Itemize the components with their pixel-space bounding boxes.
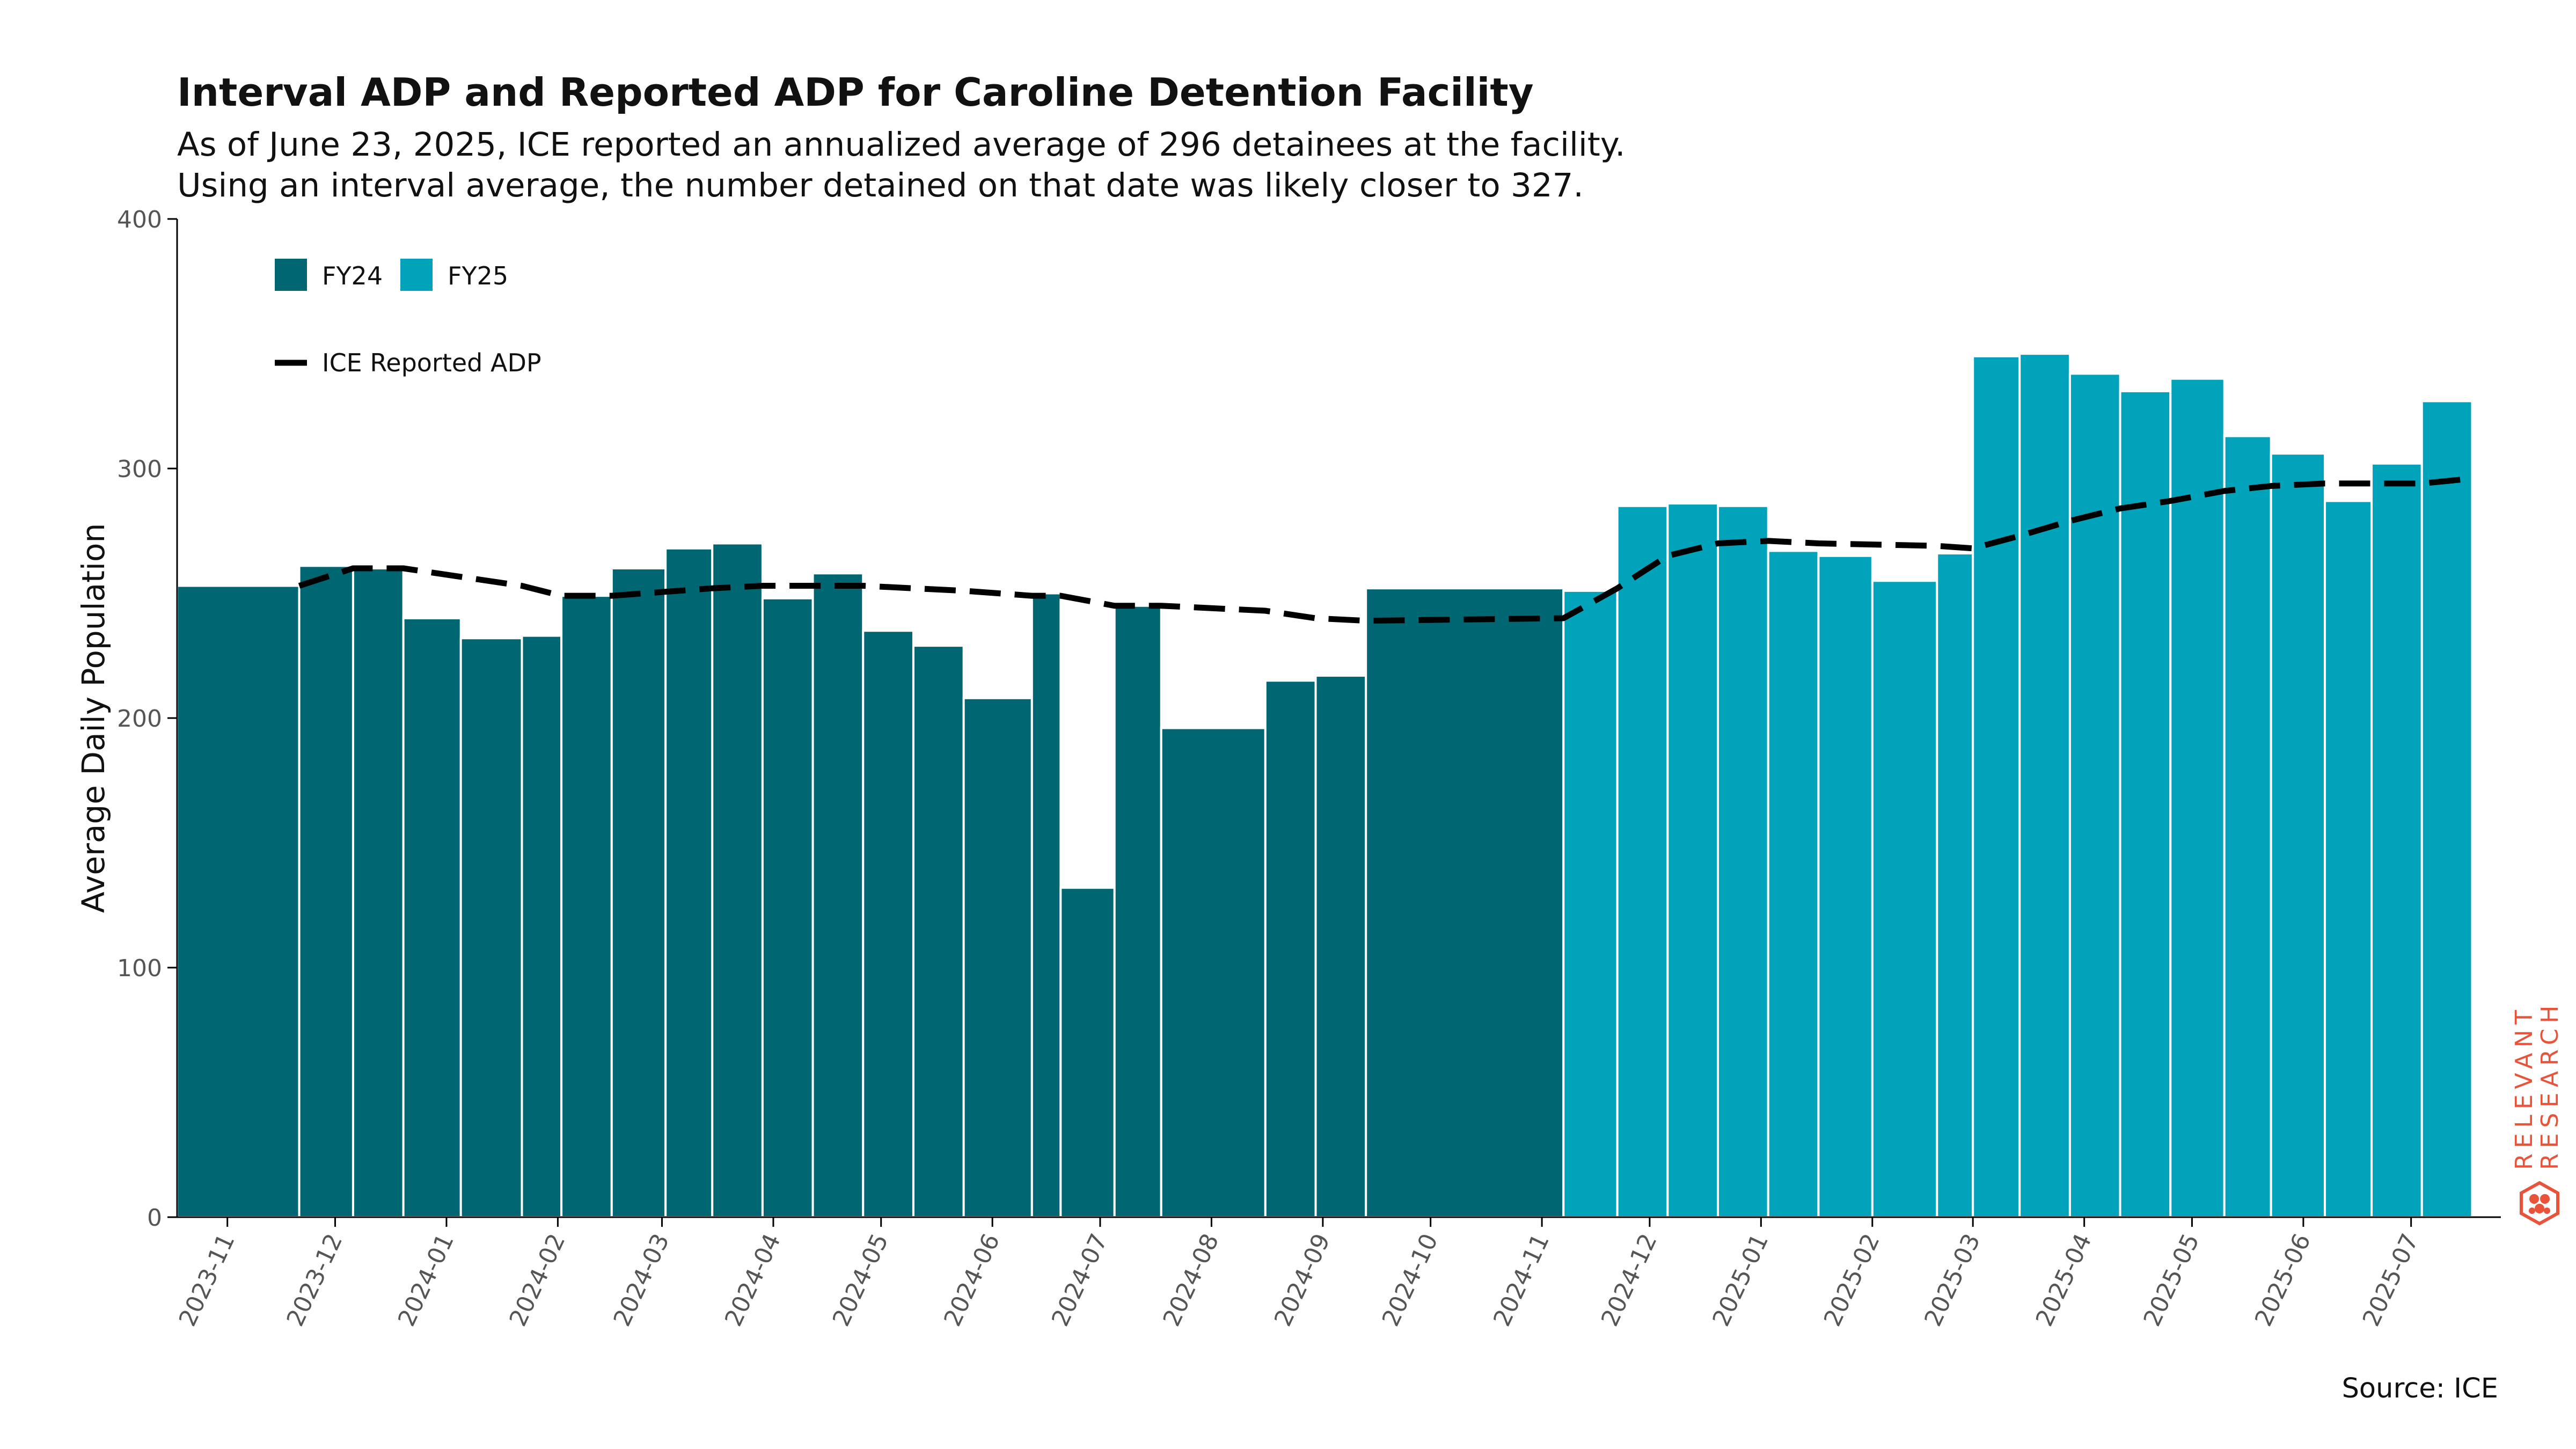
- subtitle-line-2: Using an interval average, the number de…: [177, 166, 1584, 204]
- bars-layer: [176, 353, 2473, 1219]
- x-tick-label-2024-10: 2024-10: [1377, 1230, 1444, 1330]
- bar-fy24-21: [1314, 674, 1367, 1218]
- bar-fy25-33: [2068, 372, 2121, 1218]
- bar-fy24-20: [1264, 679, 1317, 1218]
- y-tick-label-100: 100: [117, 955, 162, 982]
- bar-fy24-18: [1113, 604, 1162, 1218]
- brand-line-2: RESEARCH: [2536, 1000, 2564, 1170]
- bar-fy24-3: [352, 567, 405, 1218]
- reported-adp-line-layer: [298, 475, 2473, 624]
- bar-fy25-40: [2420, 400, 2473, 1219]
- source-note: Source: ICE: [2341, 1373, 2498, 1404]
- bar-fy24-10: [711, 542, 764, 1218]
- bar-fy25-35: [2169, 377, 2226, 1218]
- x-tick-label-2024-03: 2024-03: [609, 1230, 675, 1330]
- x-tick-label-2025-06: 2025-06: [2250, 1230, 2316, 1330]
- x-tick-label-2025-02: 2025-02: [1819, 1230, 1885, 1330]
- bar-fy24-4: [402, 617, 462, 1218]
- bar-fy24-9: [664, 547, 714, 1218]
- bar-fy24-17: [1059, 887, 1116, 1218]
- bar-fy24-5: [459, 637, 523, 1218]
- bar-fy25-39: [2370, 462, 2423, 1219]
- bar-fy25-29: [1871, 580, 1938, 1218]
- bar-fy25-32: [2018, 353, 2071, 1218]
- x-tick-label-2025-04: 2025-04: [2031, 1230, 2097, 1330]
- x-tick-label-2025-01: 2025-01: [1707, 1230, 1774, 1330]
- bar-fy24-11: [761, 597, 814, 1218]
- y-axis-title: Average Daily Population: [75, 523, 112, 913]
- bar-fy25-38: [2324, 500, 2373, 1219]
- bar-fy24-19: [1160, 727, 1267, 1218]
- x-tick-label-2024-01: 2024-01: [393, 1230, 459, 1330]
- y-tick-label-200: 200: [117, 705, 162, 733]
- legend-label-fy25: FY25: [448, 261, 508, 290]
- x-tick-label-2025-05: 2025-05: [2139, 1230, 2205, 1330]
- bar-fy24-22: [1365, 587, 1565, 1218]
- y-tick-label-400: 400: [117, 206, 162, 233]
- x-tick-label-2024-12: 2024-12: [1596, 1230, 1663, 1330]
- bar-fy24-13: [862, 630, 914, 1218]
- brand-wordmark: RELEVANT RESEARCH: [2511, 945, 2571, 1170]
- y-tick-label-0: 0: [147, 1204, 162, 1232]
- bar-fy25-23: [1562, 589, 1619, 1218]
- brand-line-1: RELEVANT: [2511, 1005, 2538, 1170]
- x-tick-label-2025-03: 2025-03: [1919, 1230, 1986, 1330]
- legend-swatch-fy24: [275, 259, 307, 291]
- x-tick-label-2023-11: 2023-11: [174, 1230, 240, 1330]
- legend-label-reported-adp: ICE Reported ADP: [322, 348, 541, 377]
- x-tick-label-2024-08: 2024-08: [1158, 1230, 1224, 1330]
- bar-fy24-6: [521, 634, 563, 1218]
- reported-adp-line: [298, 475, 2473, 624]
- bar-fy24-2: [298, 565, 354, 1218]
- bar-fy24-8: [610, 567, 667, 1218]
- bar-fy24-14: [912, 645, 965, 1218]
- bar-fy24-7: [560, 595, 613, 1218]
- x-tick-label-2024-02: 2024-02: [504, 1230, 570, 1330]
- bar-fy25-37: [2270, 452, 2326, 1218]
- bar-fy25-36: [2223, 435, 2272, 1218]
- x-tick-label-2024-07: 2024-07: [1046, 1230, 1113, 1330]
- bar-fy24-16: [1030, 592, 1062, 1218]
- bar-fy25-31: [1972, 355, 2021, 1218]
- bar-fy24-1: [176, 584, 301, 1218]
- bar-fy25-26: [1717, 504, 1769, 1218]
- bar-fy25-34: [2119, 390, 2172, 1218]
- hexagon-logo-icon: [2520, 1181, 2559, 1226]
- bar-fy24-12: [811, 572, 865, 1218]
- bar-fy25-24: [1616, 504, 1669, 1218]
- x-tick-label-2023-12: 2023-12: [282, 1230, 348, 1330]
- x-tick-label-2024-11: 2024-11: [1488, 1230, 1555, 1330]
- x-tick-label-2024-05: 2024-05: [828, 1230, 894, 1330]
- bar-fy25-25: [1666, 502, 1719, 1218]
- bar-fy25-30: [1936, 552, 1974, 1218]
- subtitle-line-1: As of June 23, 2025, ICE reported an ann…: [177, 126, 1626, 164]
- bar-fy25-28: [1817, 554, 1874, 1218]
- chart-subtitle: As of June 23, 2025, ICE reported an ann…: [177, 125, 1626, 206]
- chart-title: Interval ADP and Reported ADP for Caroli…: [177, 70, 1534, 115]
- bar-fy24-15: [962, 697, 1033, 1219]
- legend-swatch-fy25: [400, 259, 433, 291]
- x-tick-label-2024-09: 2024-09: [1269, 1230, 1336, 1330]
- legend: FY24 FY25 ICE Reported ADP: [275, 259, 541, 377]
- legend-label-fy24: FY24: [322, 261, 383, 290]
- bar-fy25-27: [1767, 550, 1820, 1218]
- x-tick-label-2024-06: 2024-06: [939, 1230, 1005, 1330]
- x-tick-label-2024-04: 2024-04: [720, 1230, 786, 1330]
- x-tick-label-2025-07: 2025-07: [2358, 1230, 2424, 1330]
- brand-mark: RELEVANT RESEARCH: [2511, 998, 2571, 1226]
- y-tick-label-300: 300: [117, 456, 162, 483]
